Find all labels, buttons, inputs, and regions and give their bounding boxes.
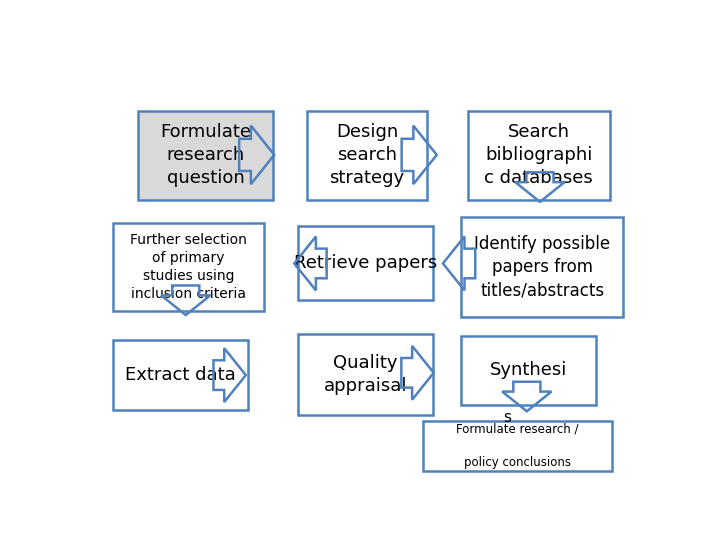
Bar (113, 222, 264, 311)
Text: Synthesi: Synthesi (490, 361, 567, 380)
Text: Formulate
research
question: Formulate research question (160, 123, 251, 187)
Text: s: s (503, 410, 512, 425)
Bar (113, 340, 248, 410)
Bar (298, 226, 433, 300)
Text: Design
search
strategy: Design search strategy (330, 123, 405, 187)
Bar (462, 336, 596, 405)
Text: Search
bibliographi
c databases: Search bibliographi c databases (485, 123, 593, 187)
Text: Further selection
of primary
studies using
inclusion criteria: Further selection of primary studies usi… (130, 233, 247, 301)
Text: Extract data: Extract data (125, 366, 236, 384)
Text: Formulate research /

policy conclusions: Formulate research / policy conclusions (456, 423, 578, 469)
Bar (298, 334, 433, 415)
Bar (462, 217, 623, 318)
Bar (307, 111, 427, 200)
Bar (423, 421, 611, 470)
Text: Quality
appraisal: Quality appraisal (324, 354, 408, 395)
Bar (138, 111, 273, 200)
Bar (467, 111, 610, 200)
Text: Retrieve papers: Retrieve papers (294, 254, 437, 272)
Text: Identify possible
papers from
titles/abstracts: Identify possible papers from titles/abs… (474, 235, 611, 299)
